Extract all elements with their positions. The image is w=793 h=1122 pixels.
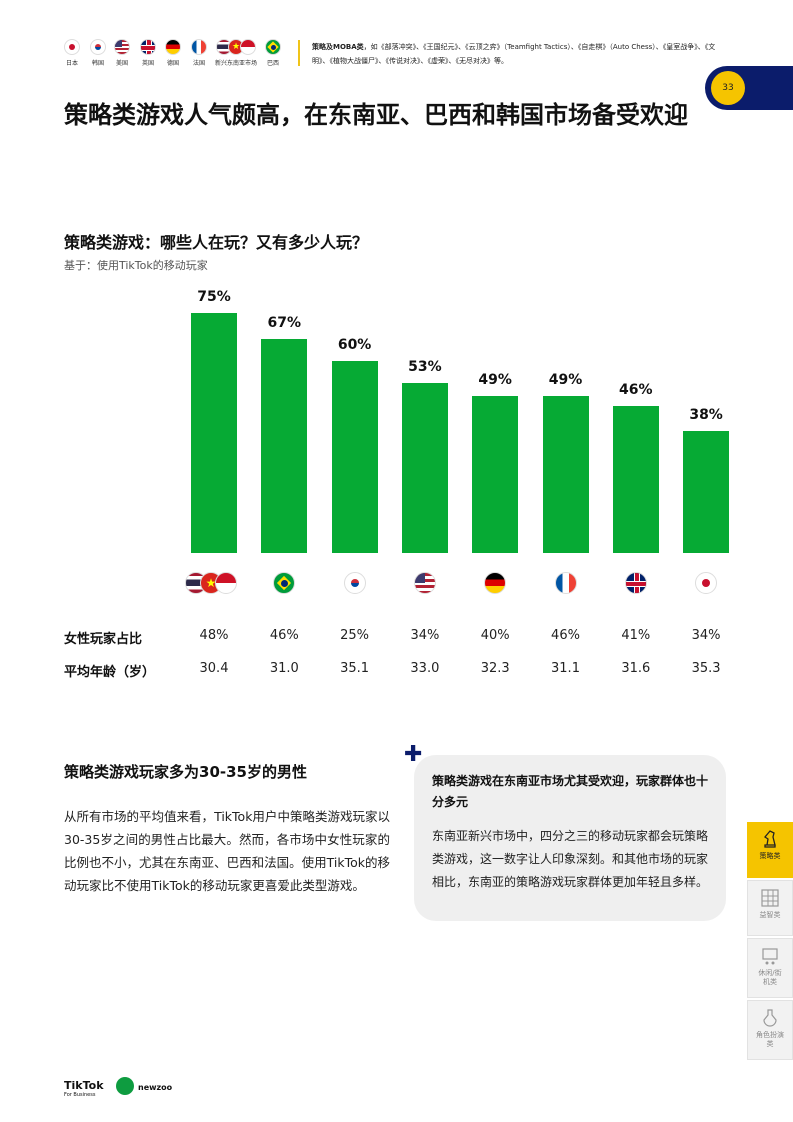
- puzzle-grid-icon: [761, 889, 779, 907]
- arcade-icon: [762, 948, 778, 965]
- avg-age-label: 平均年龄（岁）: [64, 665, 156, 680]
- side-tab-puzzle[interactable]: 益智类: [747, 880, 793, 936]
- side-tab-strategy[interactable]: 策略类: [747, 822, 793, 878]
- tiktok-logo-sub: For Business: [64, 1092, 96, 1098]
- bar: [261, 338, 308, 553]
- bar-value-label: 53%: [408, 359, 442, 376]
- bar: [191, 313, 237, 553]
- market-label: 巴西: [266, 60, 279, 67]
- female-share-value: 34%: [410, 628, 440, 643]
- germany-flag-icon: [165, 39, 181, 55]
- callout-box: [414, 755, 726, 921]
- avg-age-value: 30.4: [199, 661, 229, 676]
- market-label: 美国: [115, 60, 128, 67]
- avg-age-value: 31.6: [621, 661, 651, 676]
- japan-flag-icon: [64, 39, 80, 55]
- female-share-value: 48%: [199, 628, 229, 643]
- bar: [612, 405, 659, 553]
- avg-age-value: 33.0: [410, 661, 440, 676]
- callout-text: 东南亚新兴市场中，四分之三的移动玩家都会玩策略类游戏，这一数字让人印象深刻。和其…: [432, 829, 709, 889]
- japan-flag-icon: [695, 572, 718, 594]
- female-share-value: 40%: [480, 628, 510, 643]
- bar-value-label: 46%: [619, 381, 653, 398]
- bar-value-label: 75%: [197, 289, 231, 305]
- bar: [472, 396, 519, 553]
- female-share-value: 41%: [621, 628, 651, 643]
- bar: [401, 383, 448, 553]
- side-tab-arcade[interactable]: 休闲/街机类: [747, 938, 793, 998]
- page-title: 策略类游戏人气颇高，在东南亚、巴西和韩国市场备受欢迎: [64, 101, 688, 129]
- germany-flag-icon: [484, 572, 507, 594]
- bar: [331, 361, 378, 553]
- header-note-text: ，如《部落冲突》、《王国纪元》、《云顶之弈》（Teamfight Tactics…: [312, 43, 716, 65]
- market-label: 日本: [65, 60, 78, 67]
- uk-flag-icon: [140, 39, 156, 55]
- uk-flag-icon: [624, 572, 647, 594]
- avg-age-value: 35.1: [340, 661, 370, 676]
- france-flag-icon: [191, 39, 207, 55]
- market-label: 法国: [192, 60, 205, 67]
- bar-value-label: 67%: [267, 314, 302, 331]
- female-share-value: 34%: [691, 628, 721, 643]
- header-note: 策略及MOBA类，如《部落冲突》、《王国纪元》、《云顶之弈》（Teamfight…: [312, 40, 732, 68]
- usa-flag-icon: [413, 572, 436, 594]
- brazil-flag-icon: [265, 39, 281, 55]
- plus-icon: ✚: [404, 742, 423, 767]
- side-tab-label: 策略类: [759, 852, 781, 860]
- bar-value-label: 38%: [689, 407, 723, 424]
- brazil-flag-icon: [273, 572, 296, 594]
- market-label: 韩国: [91, 60, 104, 67]
- page-number: 33: [711, 71, 745, 105]
- female-share-value: 46%: [269, 628, 299, 643]
- header-divider: [298, 40, 300, 66]
- chart-title: 策略类游戏：哪些人在玩？又有多少人玩？: [64, 233, 369, 252]
- section-title: 策略类游戏玩家多为30-35岁的男性: [64, 763, 307, 781]
- bar: [542, 396, 589, 553]
- korea-flag-icon: [343, 572, 366, 594]
- female-share-value: 25%: [340, 628, 370, 643]
- market-label: 新兴东南亚市场: [214, 60, 257, 67]
- tiktok-logo-text: TikTok: [64, 1079, 104, 1092]
- callout-title: 策略类游戏在东南亚市场尤其受欢迎，玩家群体也十分多元: [432, 774, 709, 809]
- female-share-label: 女性玩家占比: [64, 632, 143, 647]
- tiktok-logo: TikTok For Business: [64, 1079, 104, 1098]
- bar-value-label: 49%: [478, 372, 512, 389]
- avg-age-value: 31.0: [269, 661, 299, 676]
- avg-age-value: 31.1: [551, 661, 580, 676]
- side-tab-label: 益智类: [759, 911, 781, 919]
- bar: [683, 431, 730, 553]
- bar-value-label: 49%: [548, 372, 583, 389]
- side-tab-rpg[interactable]: 角色扮演类: [747, 1000, 793, 1060]
- side-tab-label: 角色扮演类: [756, 1031, 784, 1048]
- header-note-bold: 策略及MOBA类: [312, 43, 364, 51]
- bar-value-label: 60%: [337, 337, 372, 353]
- potion-icon: [763, 1009, 777, 1027]
- chess-knight-icon: [764, 830, 776, 848]
- avg-age-value: 32.3: [480, 661, 510, 676]
- female-share-value: 46%: [551, 628, 580, 643]
- chart-subtitle: 基于：使用TikTok的移动玩家: [64, 259, 208, 272]
- france-flag-icon: [554, 572, 577, 594]
- side-tab-label: 休闲/街机类: [758, 969, 782, 986]
- newzoo-logo: newzoo: [138, 1083, 173, 1092]
- market-label: 英国: [141, 60, 154, 67]
- newzoo-logo-icon: [116, 1077, 134, 1095]
- section-body: 从所有市场的平均值来看，TikTok用户中策略类游戏玩家以30-35岁之间的男性…: [64, 809, 390, 893]
- market-label: 德国: [166, 60, 179, 67]
- page-number-badge: 33: [705, 66, 793, 110]
- avg-age-value: 35.3: [691, 661, 721, 676]
- usa-flag-icon: [114, 39, 130, 55]
- korea-flag-icon: [90, 39, 106, 55]
